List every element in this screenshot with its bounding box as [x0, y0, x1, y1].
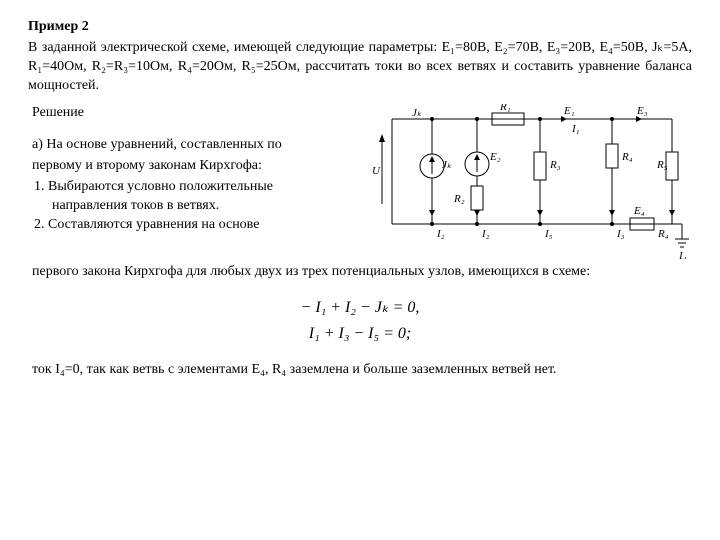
label-e4: E₄ — [633, 205, 645, 217]
equation-1: − I₁ + I₂ − Jₖ = 0, — [28, 295, 692, 321]
method-item-1: 1. Выбираются условно положительные — [32, 178, 362, 197]
label-i2: I₂ — [436, 228, 445, 240]
content-row: Решение а) На основе уравнений, составле… — [28, 104, 692, 259]
solution-label: Решение — [32, 104, 362, 123]
method-a-intro2: первому и второму законам Кирхгофа: — [32, 157, 362, 176]
label-i3: I₅ — [544, 228, 553, 240]
label-i2b: I₂ — [481, 228, 490, 240]
label-r4: R₄ — [621, 151, 633, 163]
label-r5: R₅ — [656, 159, 668, 171]
method-item-1b: направления токов в ветвях. — [32, 197, 362, 216]
text-column: Решение а) На основе уравнений, составле… — [28, 104, 362, 259]
label-e2: E₂ — [489, 151, 501, 163]
circuit-diagram-column: Jₖ Jₖ U R₁ R₂ R₃ R₄ R₅ E₁ E₂ E₃ E₄ I₁ I₂… — [372, 104, 692, 259]
label-i4: I₄ — [678, 250, 687, 259]
example-title: Пример 2 — [28, 18, 692, 37]
continuation-text: первого закона Кирхгофа для любых двух и… — [28, 263, 692, 282]
label-jk2: Jₖ — [442, 159, 452, 171]
method-a-intro1: а) На основе уравнений, составленных по — [32, 136, 362, 155]
label-u: U — [372, 165, 381, 177]
method-item-2: 2. Составляются уравнения на основе — [32, 216, 362, 235]
label-r4b: R₄ — [657, 228, 669, 240]
label-e3: E₃ — [636, 105, 648, 117]
circuit-diagram: Jₖ Jₖ U R₁ R₂ R₃ R₄ R₅ E₁ E₂ E₃ E₄ I₁ I₂… — [372, 104, 692, 259]
label-jk: Jₖ — [412, 107, 422, 119]
problem-statement: В заданной электрической схеме, имеющей … — [28, 39, 692, 96]
equation-2: I₁ + I₃ − I₅ = 0; — [28, 321, 692, 347]
label-i3b: I₃ — [616, 228, 625, 240]
label-r3: R₃ — [549, 159, 561, 171]
final-note: ток I₄=0, так как ветвь с элементами Е₄,… — [28, 361, 692, 380]
label-r2: R₂ — [453, 193, 465, 205]
label-e1: E₁ — [563, 105, 575, 117]
equations-block: − I₁ + I₂ − Jₖ = 0, I₁ + I₃ − I₅ = 0; — [28, 295, 692, 346]
label-r1: R₁ — [499, 104, 511, 113]
label-i1: I₁ — [571, 123, 580, 135]
